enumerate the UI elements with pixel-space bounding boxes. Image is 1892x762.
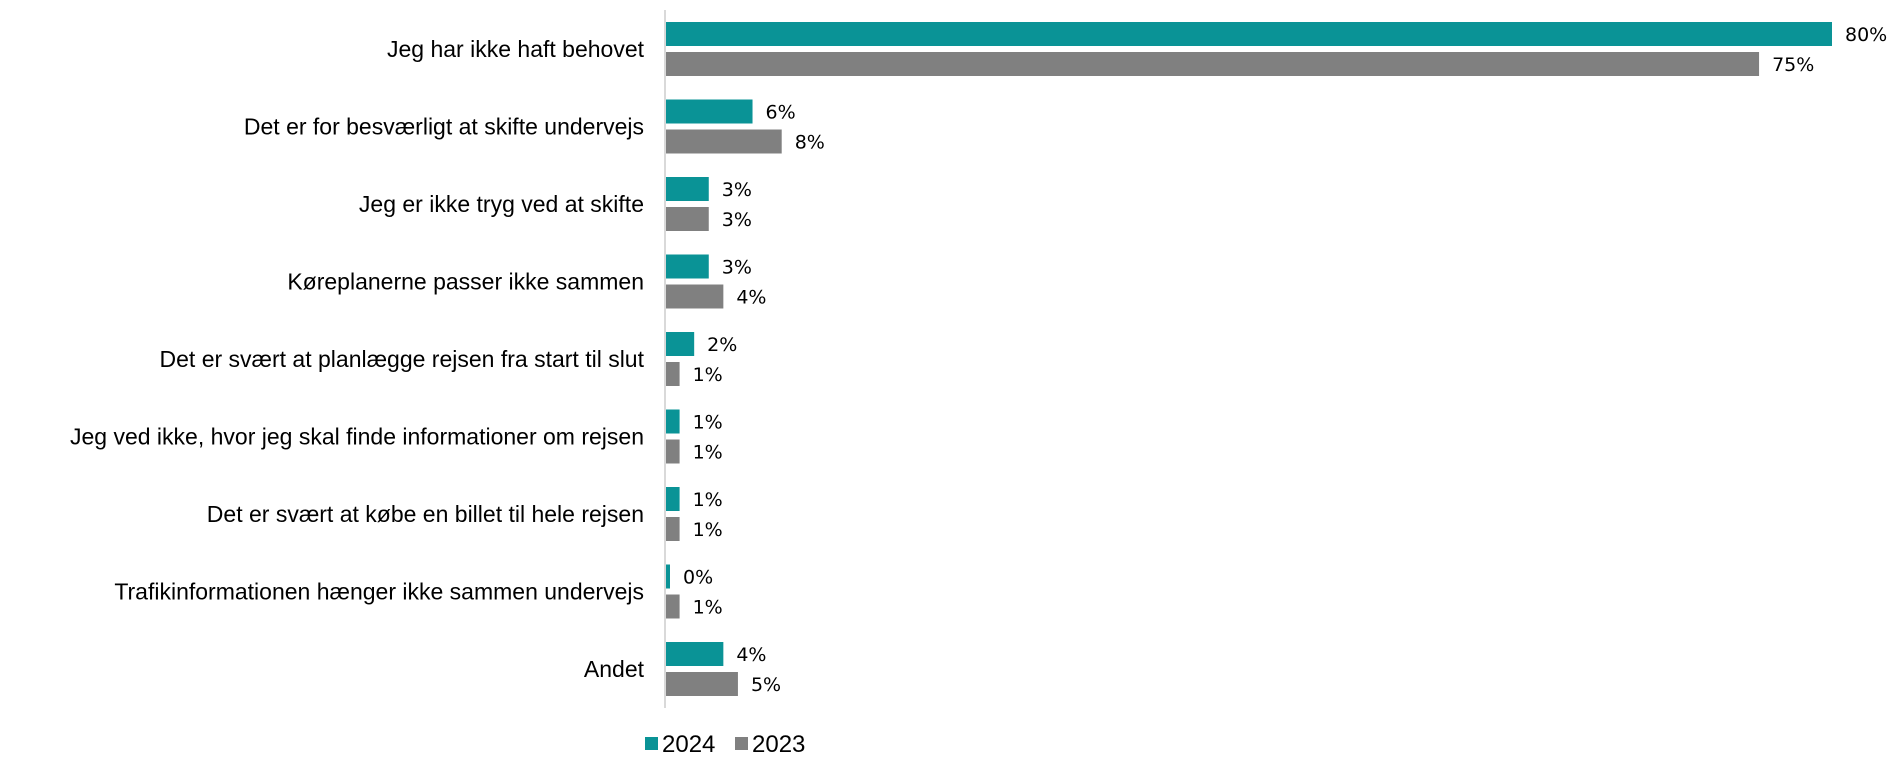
bars: [665, 22, 1832, 696]
category-label: Køreplanerne passer ikke sammen: [287, 269, 644, 295]
value-labels: 80% 75% 6% 8% 3% 3% 3% 4% 2% 1% 1% 1% 1% 1% 0% 1% 4% 5%: [683, 24, 1887, 696]
value-label-2023: 3%: [722, 209, 752, 231]
bar-2023-0: [665, 52, 1760, 76]
value-label-2023: 75%: [1772, 54, 1814, 76]
value-label-2024: 1%: [693, 412, 723, 434]
legend-swatch-2024: [645, 737, 658, 750]
bar-2023-5: [665, 439, 680, 464]
value-label-2024: 0%: [683, 567, 713, 589]
bar-2023-3: [665, 284, 724, 309]
legend-label-2023: 2023: [752, 731, 805, 758]
bar-2024-6: [665, 487, 680, 511]
value-label-2023: 5%: [751, 674, 781, 696]
bar-2023-4: [665, 362, 680, 386]
value-label-2024: 3%: [722, 179, 752, 201]
category-label: Jeg er ikke tryg ved at skifte: [359, 191, 644, 217]
value-label-2023: 1%: [693, 519, 723, 541]
value-label-2024: 1%: [693, 489, 723, 511]
bar-2024-7: [665, 564, 670, 589]
value-label-2023: 4%: [736, 287, 766, 309]
bar-2024-0: [665, 22, 1832, 46]
legend-swatch-2023: [735, 737, 748, 750]
bar-2023-8: [665, 672, 738, 696]
value-label-2024: 80%: [1845, 24, 1887, 46]
legend: 2024 2023: [645, 731, 805, 758]
value-label-2023: 1%: [693, 442, 723, 464]
category-label: Jeg ved ikke, hvor jeg skal finde inform…: [70, 424, 644, 450]
value-label-2023: 8%: [795, 132, 825, 154]
bar-2024-2: [665, 177, 709, 201]
value-label-2024: 3%: [722, 257, 752, 279]
value-label-2023: 1%: [693, 364, 723, 386]
bar-2023-7: [665, 594, 680, 619]
value-label-2024: 6%: [766, 102, 796, 124]
bar-2023-1: [665, 129, 782, 154]
category-label: Andet: [584, 656, 645, 682]
category-labels: Jeg har ikke haft behovet Det er for besv…: [70, 36, 645, 682]
bar-2023-6: [665, 517, 680, 541]
bar-2024-5: [665, 409, 680, 434]
bar-2024-4: [665, 332, 695, 356]
category-label: Trafikinformationen hænger ikke sammen u…: [114, 579, 644, 605]
bar-2023-2: [665, 207, 709, 231]
category-label: Det er svært at planlægge rejsen fra sta…: [160, 346, 645, 372]
category-label: Det er svært at købe en billet til hele …: [207, 501, 644, 527]
bar-2024-1: [665, 99, 753, 124]
value-label-2024: 4%: [736, 644, 766, 666]
value-label-2023: 1%: [693, 597, 723, 619]
category-label: Jeg har ikke haft behovet: [387, 36, 645, 62]
value-label-2024: 2%: [707, 334, 737, 356]
legend-label-2024: 2024: [662, 731, 715, 758]
bar-2024-3: [665, 254, 709, 279]
bar-2024-8: [665, 642, 724, 666]
category-label: Det er for besværligt at skifte undervej…: [244, 114, 644, 140]
